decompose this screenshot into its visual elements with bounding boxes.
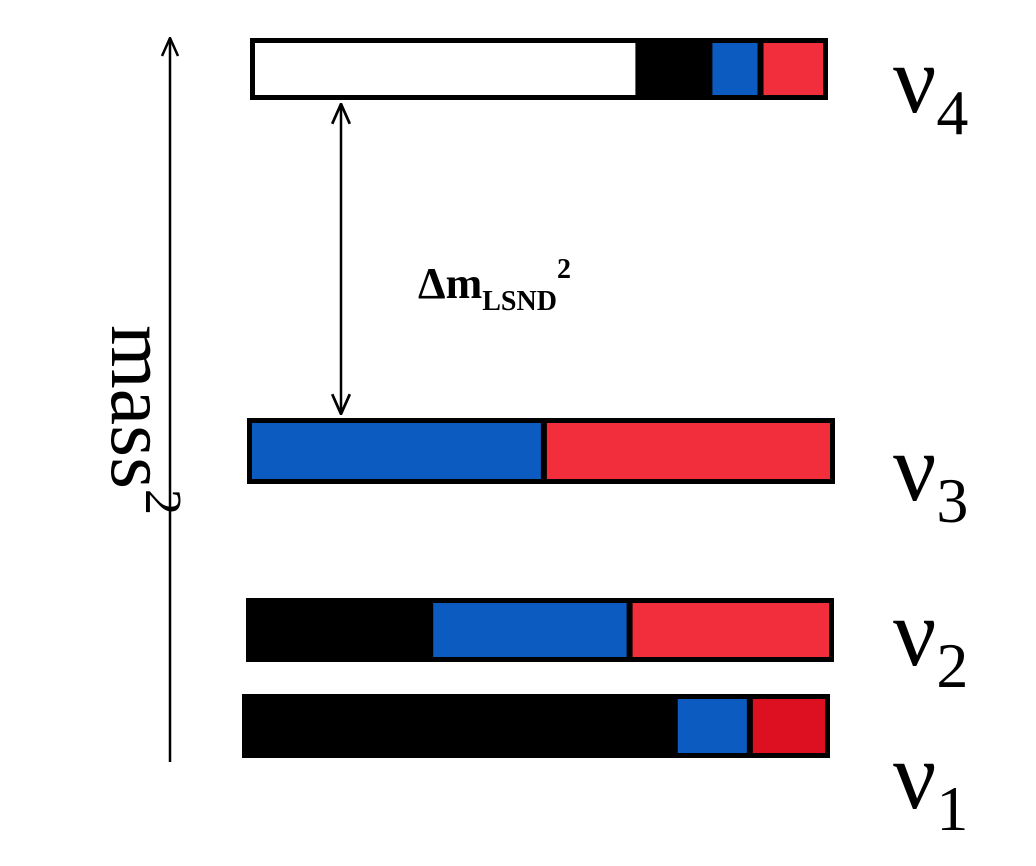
- mass-state-index: 4: [936, 77, 968, 148]
- segment-tau: [632, 603, 829, 657]
- mass-state-bars: [242, 38, 835, 758]
- lsnd-gap-label: ΔmLSND2: [418, 254, 571, 317]
- lsnd-gap-subscript: LSND: [482, 286, 557, 317]
- mass-axis-label-exponent: 2: [134, 489, 191, 515]
- segment-electron: [247, 699, 675, 753]
- mass-axis-label: mass2: [94, 325, 191, 515]
- mass-state-index: 1: [936, 773, 968, 844]
- lsnd-gap-delta: Δm: [418, 259, 482, 308]
- mass-state-index: 3: [936, 465, 968, 536]
- lsnd-gap-exponent: 2: [557, 254, 571, 285]
- segment-electron: [638, 43, 710, 95]
- segment-muon: [433, 603, 627, 657]
- segment-tau: [763, 43, 823, 95]
- segment-muon: [712, 43, 758, 95]
- segment-muon: [252, 423, 541, 479]
- mass-state-label-nu1: ν1: [893, 722, 968, 844]
- mass-state-label-nu3: ν3: [893, 414, 968, 536]
- mass-state-label-nu4: ν4: [893, 26, 968, 148]
- segment-tau: [546, 423, 830, 479]
- segment-electron: [251, 603, 431, 657]
- segment-sterile: [255, 43, 636, 95]
- mass-state-symbol: ν: [893, 722, 936, 829]
- mass-state-label-nu2: ν2: [893, 579, 968, 701]
- svg-text:mass2: mass2: [94, 325, 191, 515]
- mass-state-bar-nu4: [250, 38, 828, 100]
- mass-state-symbol: ν: [893, 26, 936, 133]
- mass-state-index: 2: [936, 630, 968, 701]
- mass-state-bar-nu1: [242, 694, 830, 758]
- mass-axis-label-base: mass: [94, 325, 185, 489]
- mass-state-symbol: ν: [893, 414, 936, 521]
- segment-tau: [752, 699, 825, 753]
- mass-state-bar-nu3: [247, 418, 835, 484]
- mass-state-bar-nu2: [246, 598, 834, 662]
- mass-state-symbol: ν: [893, 579, 936, 686]
- segment-muon: [677, 699, 747, 753]
